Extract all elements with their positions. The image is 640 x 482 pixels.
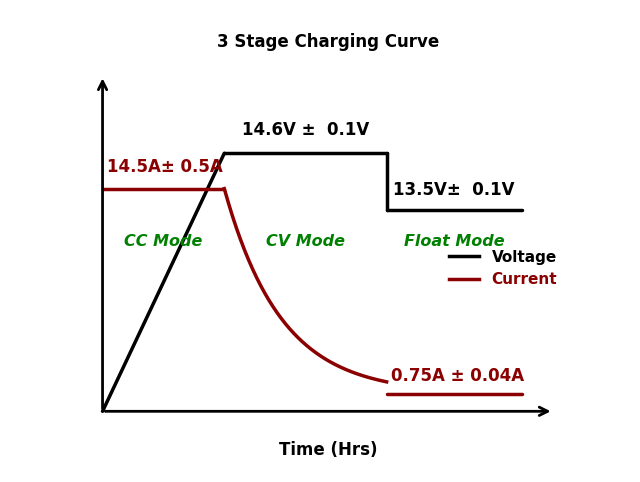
- Text: 0.75A ± 0.04A: 0.75A ± 0.04A: [391, 367, 524, 385]
- Text: Time (Hrs): Time (Hrs): [279, 442, 377, 459]
- Text: 14.6V ±  0.1V: 14.6V ± 0.1V: [242, 121, 369, 139]
- Legend: Voltage, Current: Voltage, Current: [443, 243, 563, 294]
- Text: 14.5A± 0.5A: 14.5A± 0.5A: [107, 158, 223, 176]
- Title: 3 Stage Charging Curve: 3 Stage Charging Curve: [217, 33, 439, 51]
- Text: 13.5V±  0.1V: 13.5V± 0.1V: [394, 181, 515, 199]
- Text: Float Mode: Float Mode: [404, 234, 504, 249]
- Text: CV Mode: CV Mode: [266, 234, 345, 249]
- Text: CC Mode: CC Mode: [124, 234, 203, 249]
